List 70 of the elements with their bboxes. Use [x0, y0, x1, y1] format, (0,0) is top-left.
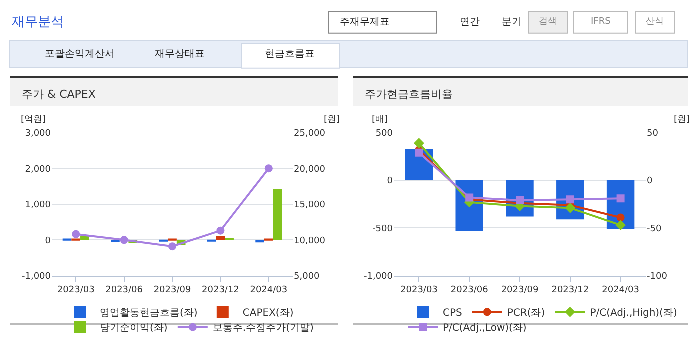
bar — [216, 236, 226, 240]
y-tick-label: 2,000 — [25, 164, 52, 175]
x-tick-label: 2023/12 — [552, 286, 590, 296]
x-tick-label: 2024/03 — [250, 286, 288, 296]
y2-axis-title: [원] — [324, 115, 340, 125]
point — [216, 226, 225, 235]
y-tick-label: -1,000 — [364, 272, 394, 282]
y2-tick-label: 10,000 — [294, 236, 326, 246]
legend-label: CAPEX(좌) — [242, 308, 294, 320]
x-tick-label: 2023/03 — [400, 286, 438, 296]
x-tick-label: 2023/06 — [450, 286, 489, 296]
y2-tick-label: 25,000 — [294, 128, 326, 139]
y-tick-label: -500 — [372, 224, 394, 234]
text: 연간 — [460, 17, 480, 28]
chart-title: 주가 & CAPEX — [22, 88, 96, 101]
legend-label: 영업활동현금흐름(좌) — [100, 308, 198, 320]
y-tick-label: 0 — [45, 236, 52, 246]
y2-tick-label: 5,000 — [294, 272, 320, 282]
text: 검색 — [539, 17, 557, 27]
x-tick-label: 2023/06 — [106, 286, 144, 296]
point — [120, 236, 128, 244]
bar — [80, 236, 90, 240]
y-tick-label: -1,000 — [22, 272, 52, 282]
point — [565, 202, 576, 214]
bar — [256, 240, 264, 243]
legend-label: PCR(좌) — [507, 308, 546, 320]
point — [168, 242, 176, 251]
point — [616, 220, 626, 231]
y-tick-label: 0 — [387, 176, 394, 187]
text: 현금흐름표 — [265, 49, 315, 60]
point — [72, 230, 80, 238]
legend-label: 당기순이익(좌) — [100, 323, 168, 334]
y2-tick-label: 15,000 — [294, 200, 326, 211]
point — [415, 148, 424, 157]
legend-label: 보통주.수정주가(기말) — [212, 323, 314, 334]
text: 주재무제표 — [340, 17, 390, 28]
y2-tick-label: -100 — [647, 272, 668, 282]
text: 재무상태표 — [155, 49, 205, 60]
x-tick-label: 2023/12 — [202, 286, 240, 296]
x-tick-label: 2023/09 — [154, 286, 192, 296]
point — [566, 196, 574, 204]
text: 산식 — [646, 17, 664, 27]
text: 재무분석 — [12, 15, 64, 30]
legend-label: CPS — [443, 308, 462, 320]
bar — [225, 238, 234, 240]
y-axis-title: [배] — [372, 115, 388, 125]
y-tick-label: 3,000 — [25, 128, 52, 139]
chart-title: 주가현금흐름비율 — [365, 88, 453, 101]
y2-tick-label: 0 — [647, 176, 653, 187]
text: 분기 — [502, 17, 522, 28]
point — [616, 214, 625, 222]
point — [414, 138, 424, 149]
legend-label: P/C(Adj.,High)(좌) — [590, 308, 678, 320]
y2-tick-label: 20,000 — [294, 164, 326, 175]
y2-tick-label: -50 — [647, 224, 662, 234]
y-tick-label: 1,000 — [25, 200, 52, 211]
y-tick-label: 500 — [376, 128, 394, 139]
legend-label: P/C(Adj.,Low)(좌) — [443, 323, 527, 334]
point — [264, 164, 273, 173]
text: IFRS — [591, 17, 612, 27]
text: 포괄손익계산서 — [45, 49, 115, 60]
y2-axis-title: [원] — [674, 115, 690, 125]
point — [616, 194, 625, 203]
y2-tick-label: 50 — [647, 128, 659, 139]
x-tick-label: 2023/09 — [501, 286, 539, 296]
y-axis-title: [억원] — [21, 115, 46, 125]
x-tick-label: 2023/03 — [57, 286, 95, 296]
bar — [273, 188, 282, 240]
point — [516, 196, 524, 205]
x-tick-label: 2024/03 — [602, 286, 640, 296]
